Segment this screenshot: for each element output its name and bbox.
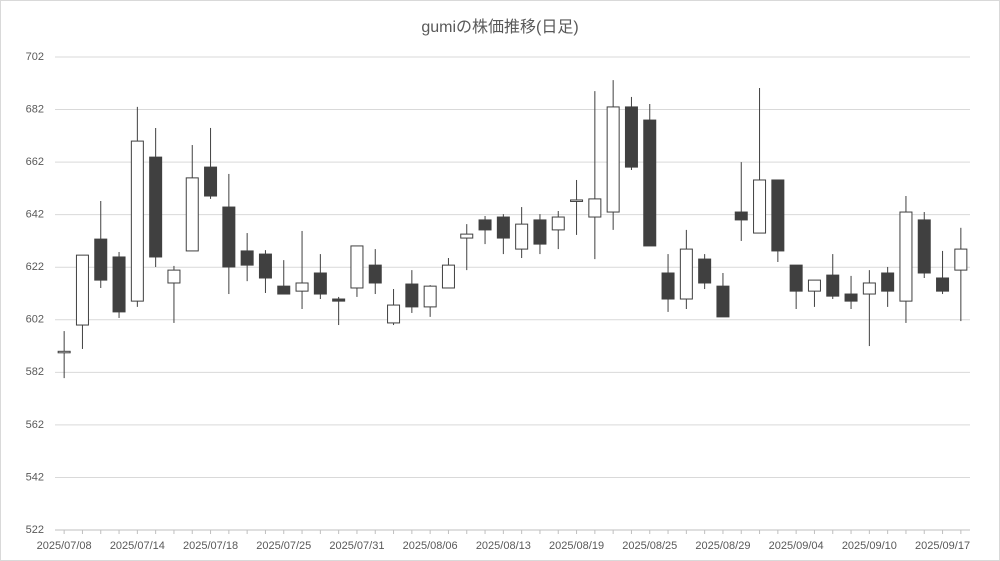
candle-body — [313, 272, 327, 295]
x-tick-label: 2025/08/25 — [622, 540, 677, 552]
candle-body — [368, 264, 382, 284]
y-tick-label: 662 — [26, 156, 44, 168]
candle-body — [185, 177, 199, 252]
candle-body — [771, 179, 785, 252]
candle-body — [222, 206, 236, 268]
candle-body — [112, 256, 126, 313]
x-tick-label: 2025/09/04 — [769, 540, 824, 552]
candle-body — [478, 219, 492, 231]
candle-body — [698, 258, 712, 284]
candle-body — [899, 211, 913, 302]
y-tick-label: 562 — [26, 419, 44, 431]
x-tick-label: 2025/08/06 — [403, 540, 458, 552]
candle-body — [936, 277, 950, 292]
candle-body — [551, 216, 565, 231]
candle-body — [277, 285, 291, 295]
candle-body — [496, 216, 510, 239]
candle-body — [332, 298, 346, 302]
x-tick-label: 2025/07/25 — [256, 540, 311, 552]
candle-body — [570, 199, 584, 202]
candle-body — [606, 106, 620, 213]
candle-body — [917, 219, 931, 274]
y-tick-label: 602 — [26, 314, 44, 326]
candle-body — [679, 248, 693, 300]
x-tick-label: 2025/09/17 — [915, 540, 970, 552]
x-tick-label: 2025/07/31 — [329, 540, 384, 552]
candle-body — [441, 264, 455, 289]
x-tick-label: 2025/09/10 — [842, 540, 897, 552]
candle-body — [826, 274, 840, 297]
x-tick-label: 2025/07/08 — [37, 540, 92, 552]
x-tick-label: 2025/08/13 — [476, 540, 531, 552]
candle-body — [130, 140, 144, 302]
candle-body — [588, 198, 602, 218]
y-tick-label: 642 — [26, 209, 44, 221]
candle-body — [387, 304, 401, 324]
x-tick-label: 2025/07/14 — [110, 540, 165, 552]
x-tick-label: 2025/08/19 — [549, 540, 604, 552]
candle-body — [862, 282, 876, 295]
candle-body — [405, 283, 419, 308]
candle-body — [789, 264, 803, 292]
candle-body — [515, 223, 529, 250]
candle-body — [204, 166, 218, 197]
candle-body — [295, 282, 309, 292]
y-tick-label: 702 — [26, 51, 44, 63]
candle-body — [881, 272, 895, 292]
candle-body — [716, 285, 730, 318]
y-tick-label: 522 — [26, 524, 44, 536]
y-tick-label: 542 — [26, 471, 44, 483]
candle-body — [350, 245, 364, 289]
candle-body — [624, 106, 638, 168]
candle-body — [240, 250, 254, 266]
candle-body — [661, 272, 675, 300]
candle-body — [753, 179, 767, 234]
candle-body — [423, 285, 437, 308]
candle-body — [57, 350, 71, 354]
candle-body — [167, 269, 181, 284]
candle-body — [844, 293, 858, 302]
x-tick-label: 2025/07/18 — [183, 540, 238, 552]
candle-body — [258, 253, 272, 279]
candle-body — [533, 219, 547, 245]
y-tick-label: 582 — [26, 366, 44, 378]
x-tick-label: 2025/08/29 — [695, 540, 750, 552]
candle-body — [460, 233, 474, 239]
candle-body — [734, 211, 748, 221]
candle-body — [75, 254, 89, 326]
y-tick-label: 622 — [26, 261, 44, 273]
candle-body — [954, 248, 968, 271]
candle-body — [94, 238, 108, 281]
y-tick-label: 682 — [26, 103, 44, 115]
candle-body — [643, 119, 657, 247]
chart-title: gumiの株価推移(日足) — [421, 18, 578, 36]
candle-body — [149, 156, 163, 258]
candle-body — [807, 279, 821, 292]
